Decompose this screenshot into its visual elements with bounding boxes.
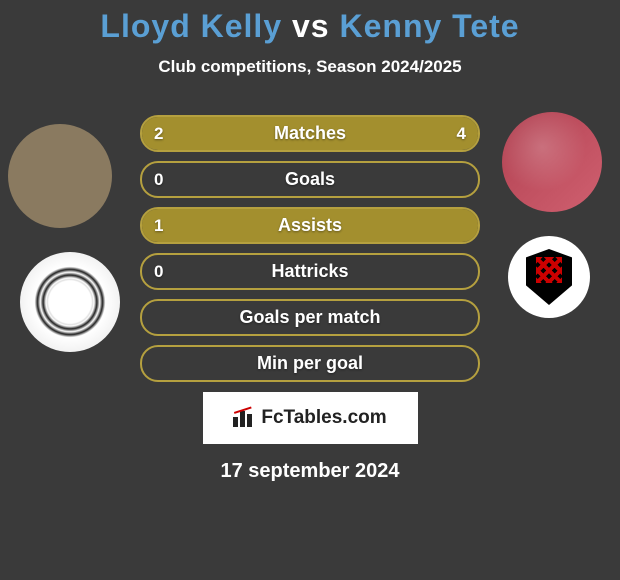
stat-label: Min per goal [142, 347, 478, 380]
shield-icon [526, 249, 572, 305]
player2-avatar [502, 112, 602, 212]
subtitle: Club competitions, Season 2024/2025 [0, 57, 620, 77]
stat-bar: 0Goals [140, 161, 480, 198]
stat-label: Goals [142, 163, 478, 196]
stat-bar: Min per goal [140, 345, 480, 382]
stat-bar: Goals per match [140, 299, 480, 336]
player1-name: Lloyd Kelly [100, 8, 282, 44]
player2-name: Kenny Tete [339, 8, 519, 44]
source-badge: FcTables.com [203, 392, 418, 444]
page-title: Lloyd Kelly vs Kenny Tete [0, 8, 620, 45]
stat-label: Hattricks [142, 255, 478, 288]
stat-bars: 24Matches 0Goals 1Assists 0Hattricks Goals p… [140, 115, 480, 382]
stat-bar: 0Hattricks [140, 253, 480, 290]
stat-bar: 1Assists [140, 207, 480, 244]
vs-text: vs [292, 8, 330, 44]
date-text: 17 september 2024 [0, 460, 620, 483]
player1-avatar [8, 124, 112, 228]
comparison-card: Lloyd Kelly vs Kenny Tete Club competiti… [0, 0, 620, 580]
stat-label: Goals per match [142, 301, 478, 334]
player2-club-badge [508, 236, 590, 318]
stat-label: Assists [142, 209, 478, 242]
stat-label: Matches [142, 117, 478, 150]
source-text: FcTables.com [261, 407, 386, 429]
player1-club-badge [20, 252, 120, 352]
stat-bar: 24Matches [140, 115, 480, 152]
chart-icon [233, 409, 255, 427]
